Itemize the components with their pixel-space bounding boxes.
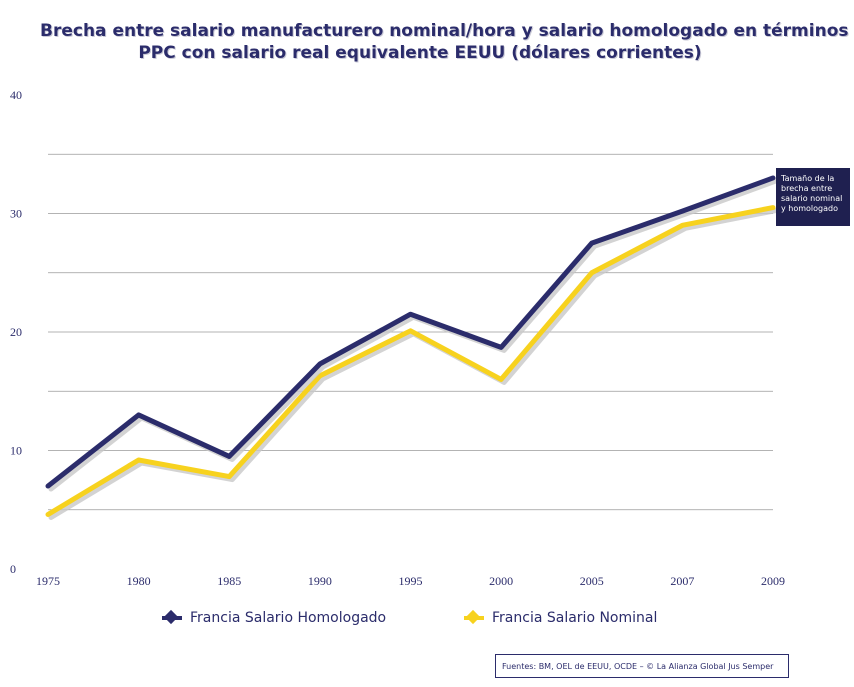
x-tick-label: 2000: [489, 574, 513, 588]
grid-lines: [48, 153, 773, 511]
gap-annotation-line: y homologado: [781, 204, 838, 213]
y-tick-label: 40: [10, 88, 22, 102]
x-tick-label: 1980: [127, 574, 151, 588]
legend-swatch-nominal: [462, 609, 486, 625]
x-tick-label: 2007: [670, 574, 694, 588]
x-tick-label: 2009: [761, 574, 785, 588]
x-tick-label: 1975: [36, 574, 60, 588]
source-text: Fuentes: BM, OEL de EEUU, OCDE – © La Al…: [502, 661, 774, 671]
gap-annotation-line: salario nominal: [781, 194, 843, 203]
x-axis-ticks: 1975 1980 1985 1990 1995 2000 2005 2007 2009: [36, 574, 785, 588]
legend-item-nominal: Francia Salario Nominal: [462, 609, 658, 626]
y-tick-label: 20: [10, 325, 22, 339]
y-axis-ticks: 0 10 20 30 40: [10, 88, 22, 576]
chart-title: Brecha entre salario manufacturero nomin…: [40, 20, 854, 64]
gap-annotation-line: brecha entre: [781, 184, 833, 193]
series-lines: [45, 175, 779, 520]
y-tick-label: 10: [10, 444, 22, 458]
gap-annotation-line: Tamaño de la: [781, 174, 835, 183]
x-tick-label: 1985: [217, 574, 241, 588]
chart-title-line-2: PPC con salario real equivalente EEUU (d…: [138, 43, 702, 63]
x-tick-label: 1990: [308, 574, 332, 588]
x-tick-label: 1995: [399, 574, 423, 588]
series-line-nominal: [45, 205, 776, 517]
chart-title-line-1: Brecha entre salario manufacturero nomin…: [40, 21, 854, 41]
legend-item-homologado: Francia Salario Homologado: [160, 609, 387, 626]
x-tick-label: 2005: [580, 574, 604, 588]
series-shadow-1: [48, 208, 779, 520]
legend-label-homologado: Francia Salario Homologado: [190, 610, 387, 626]
gap-annotation: Tamaño de la brecha entre salario nomina…: [776, 168, 850, 226]
source-note: Fuentes: BM, OEL de EEUU, OCDE – © La Al…: [495, 654, 789, 678]
legend-label-nominal: Francia Salario Nominal: [492, 610, 658, 626]
legend-swatch-homologado: [160, 609, 184, 625]
y-tick-label: 30: [10, 207, 22, 221]
y-tick-label: 0: [10, 562, 16, 576]
